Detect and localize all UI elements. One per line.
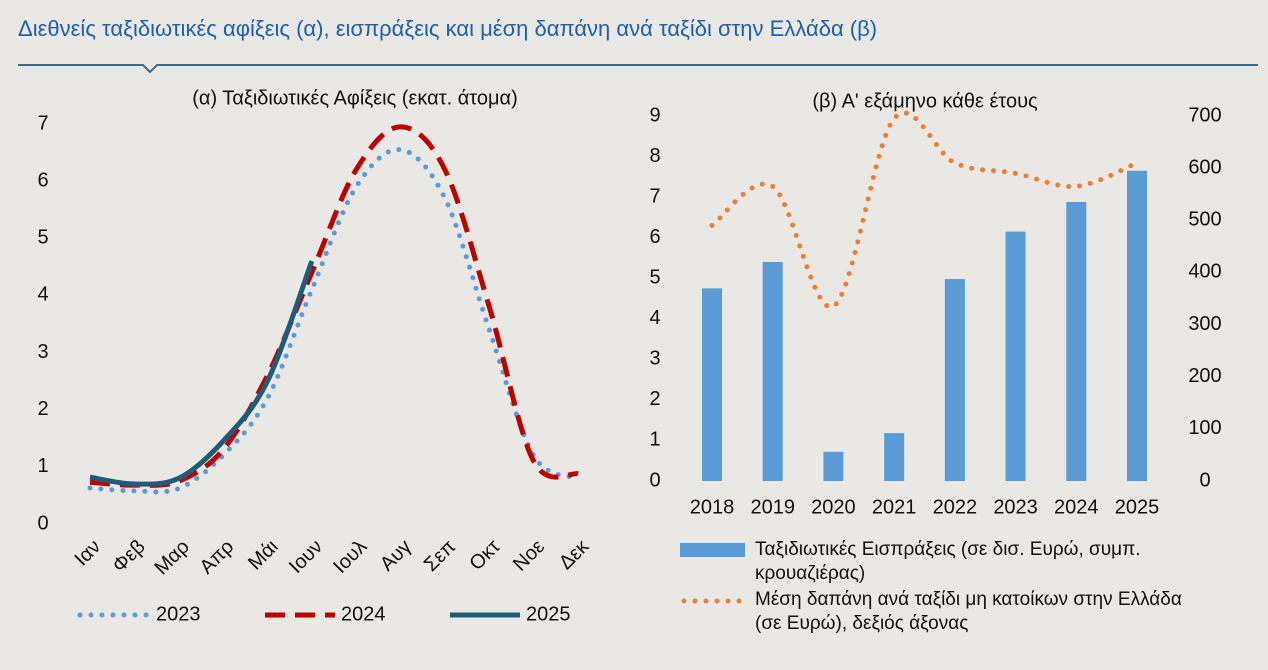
x-tick-label: 2021 xyxy=(872,496,917,518)
y2-tick-label: 200 xyxy=(1188,365,1221,387)
bar xyxy=(702,288,722,481)
line-series xyxy=(87,147,581,495)
y-tick-label: 2 xyxy=(649,388,660,410)
y-tick-label: 7 xyxy=(649,185,660,207)
legend-label: Ταξιδιωτικές Εισπράξεις (σε δισ. Ευρώ, σ… xyxy=(755,539,1141,584)
line-series xyxy=(89,124,579,488)
y-tick-label: 4 xyxy=(649,307,660,329)
y-tick-label: 4 xyxy=(37,284,48,306)
bar xyxy=(762,262,783,481)
y-tick-label: 1 xyxy=(649,429,660,451)
x-tick-label: Μαρ xyxy=(150,536,194,580)
y-tick-label: 3 xyxy=(37,341,48,363)
y-tick-label: 0 xyxy=(649,469,660,491)
bar xyxy=(944,279,965,481)
y-tick-label: 1 xyxy=(37,455,48,477)
y2-tick-label: 600 xyxy=(1188,156,1221,178)
y-tick-label: 6 xyxy=(37,169,48,191)
y-tick-label: 7 xyxy=(37,112,48,134)
x-tick-label: 2025 xyxy=(1115,496,1160,518)
y2-tick-label: 400 xyxy=(1188,261,1221,283)
legend-label: 2024 xyxy=(341,603,386,625)
x-tick-label: Σεπ xyxy=(420,536,460,576)
legend-label: 2025 xyxy=(526,603,571,625)
x-tick-label: Ιουλ xyxy=(329,536,371,578)
line-series xyxy=(89,260,315,487)
x-tick-label: 2023 xyxy=(993,496,1038,518)
bar xyxy=(1127,170,1147,481)
y-tick-label: 5 xyxy=(37,227,48,249)
x-tick-label: Φεβ xyxy=(108,536,149,577)
legend-label: 2023 xyxy=(156,603,201,625)
x-tick-label: 2022 xyxy=(933,496,978,518)
legend-swatch xyxy=(680,543,745,557)
y2-tick-label: 100 xyxy=(1188,417,1221,439)
chart-title: (β) Α' εξάμηνο κάθε έτους xyxy=(812,90,1038,112)
y-tick-label: 3 xyxy=(649,348,660,370)
x-tick-label: Ιουν xyxy=(285,536,327,578)
x-tick-label: Αυγ xyxy=(376,536,416,576)
bar xyxy=(884,433,905,481)
legend-label: Μέση δαπάνη ανά ταξίδι μη κατοίκων στην … xyxy=(755,589,1182,634)
bar xyxy=(823,451,844,481)
y-tick-label: 9 xyxy=(649,104,660,126)
x-tick-label: 2019 xyxy=(750,496,795,518)
y2-tick-label: 0 xyxy=(1199,469,1210,491)
title-rule xyxy=(18,64,1258,74)
bar xyxy=(1005,231,1026,481)
y-tick-label: 2 xyxy=(37,398,48,420)
y2-tick-label: 700 xyxy=(1188,104,1221,126)
bar xyxy=(1066,201,1087,481)
x-tick-label: Δεκ xyxy=(555,535,594,574)
x-tick-label: Απρ xyxy=(196,536,239,579)
x-tick-label: 2024 xyxy=(1054,496,1099,518)
line-series xyxy=(709,110,1140,310)
x-tick-label: Νοε xyxy=(509,536,549,576)
chart-title: (α) Ταξιδιωτικές Αφίξεις (εκατ. άτομα) xyxy=(192,87,518,109)
x-tick-label: 2020 xyxy=(811,496,856,518)
y-tick-label: 5 xyxy=(649,267,660,289)
y2-tick-label: 300 xyxy=(1188,313,1221,335)
x-tick-label: Ιαν xyxy=(71,536,106,571)
y-tick-label: 6 xyxy=(649,226,660,248)
x-tick-label: 2018 xyxy=(690,496,735,518)
y-tick-label: 8 xyxy=(649,145,660,167)
x-tick-label: Οκτ xyxy=(465,536,504,575)
y2-tick-label: 500 xyxy=(1188,209,1221,231)
y-tick-label: 0 xyxy=(37,512,48,534)
page-title: Διεθνείς ταξιδιωτικές αφίξεις (α), εισπρ… xyxy=(18,16,877,41)
x-tick-label: Μάι xyxy=(244,536,283,575)
